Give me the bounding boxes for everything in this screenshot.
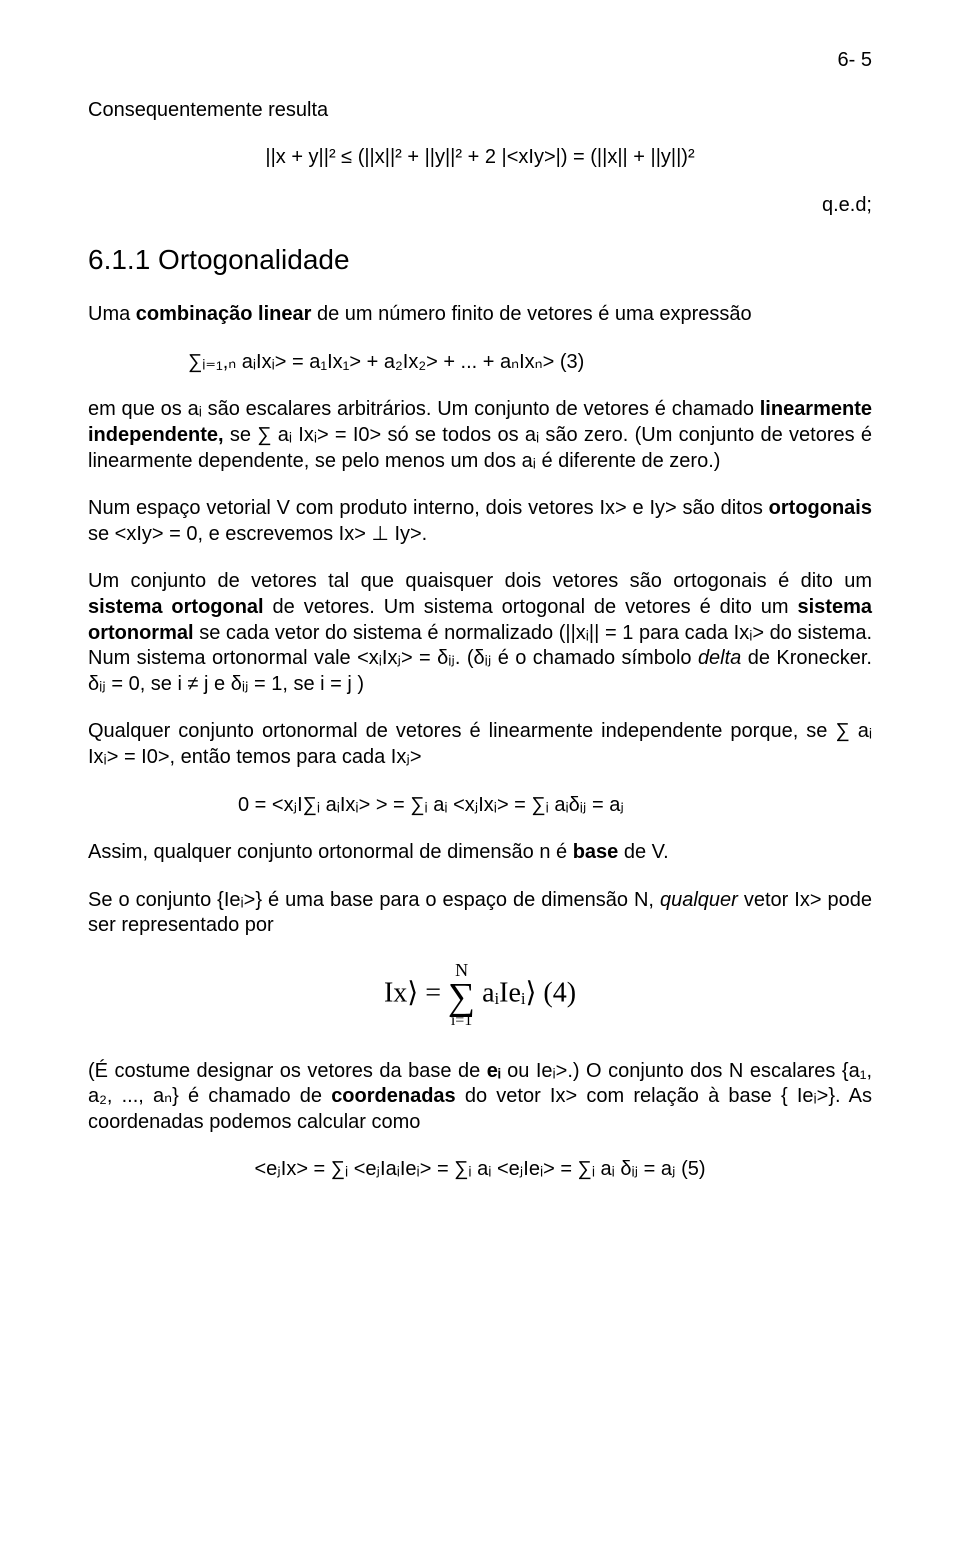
paragraph-independent: Qualquer conjunto ortonormal de vetores …: [88, 719, 872, 770]
equation-5: <eⱼIx> = ∑ᵢ <eⱼIaᵢIeᵢ> = ∑ᵢ aᵢ <eⱼIeᵢ> =…: [88, 1157, 872, 1183]
text: Uma: [88, 303, 136, 325]
text: Um conjunto de vetores tal que quaisquer…: [88, 570, 872, 592]
text: de um número finito de vetores é uma exp…: [311, 303, 751, 325]
bold-term: combinação linear: [136, 303, 312, 325]
paragraph-combination: Uma combinação linear de um número finit…: [88, 302, 872, 328]
eq-right: aᵢIeᵢ⟩ (4): [475, 977, 576, 1008]
bold-term: eᵢ: [487, 1060, 501, 1082]
paragraph-representation: Se o conjunto {Ieᵢ>} é uma base para o e…: [88, 888, 872, 939]
paragraph-orthogonal: Num espaço vetorial V com produto intern…: [88, 496, 872, 547]
eq-left: Ix⟩ =: [384, 977, 448, 1008]
equation-4: Ix⟩ = N ∑ i=1 aᵢIeᵢ⟩ (4): [88, 961, 872, 1029]
inequality-equation: ||x + y||² ≤ (||x||² + ||y||² + 2 |<xIy>…: [88, 145, 872, 171]
bold-term: ortogonais: [769, 497, 872, 519]
text: Assim, qualquer conjunto ortonormal de d…: [88, 841, 573, 863]
paragraph-linear-indep: em que os aᵢ são escalares arbitrários. …: [88, 397, 872, 474]
section-heading: 6.1.1 Ortogonalidade: [88, 242, 872, 278]
text: (É costume designar os vetores da base d…: [88, 1060, 487, 1082]
bold-term: coordenadas: [331, 1085, 455, 1107]
qed: q.e.d;: [88, 193, 872, 219]
bold-term: base: [573, 841, 619, 863]
text: se <xIy> = 0, e escrevemos Ix> ⊥ Iy>.: [88, 523, 427, 545]
intro-line: Consequentemente resulta: [88, 98, 872, 124]
equation-zero: 0 = <xⱼI∑ᵢ aᵢIxᵢ> > = ∑ᵢ aᵢ <xⱼIxᵢ> = ∑ᵢ…: [88, 793, 872, 819]
italic-term: qualquer: [660, 889, 738, 911]
text: em que os aᵢ são escalares arbitrários. …: [88, 398, 760, 420]
page-number: 6- 5: [88, 48, 872, 74]
sum-lower-limit: i=1: [448, 1013, 475, 1029]
bold-term: sistema ortogonal: [88, 596, 264, 618]
text: Se o conjunto {Ieᵢ>} é uma base para o e…: [88, 889, 660, 911]
paragraph-base: Assim, qualquer conjunto ortonormal de d…: [88, 840, 872, 866]
text: Num espaço vetorial V com produto intern…: [88, 497, 769, 519]
text: de V.: [618, 841, 668, 863]
italic-term: delta: [698, 647, 741, 669]
sigma-symbol: ∑: [448, 982, 475, 1012]
text: de vetores. Um sistema ortogonal de veto…: [264, 596, 798, 618]
paragraph-orthonormal: Um conjunto de vetores tal que quaisquer…: [88, 569, 872, 697]
paragraph-coordinates: (É costume designar os vetores da base d…: [88, 1059, 872, 1136]
equation-3: ∑ᵢ₌₁,ₙ aᵢIxᵢ> = a₁Ix₁> + a₂Ix₂> + ... + …: [88, 350, 872, 376]
